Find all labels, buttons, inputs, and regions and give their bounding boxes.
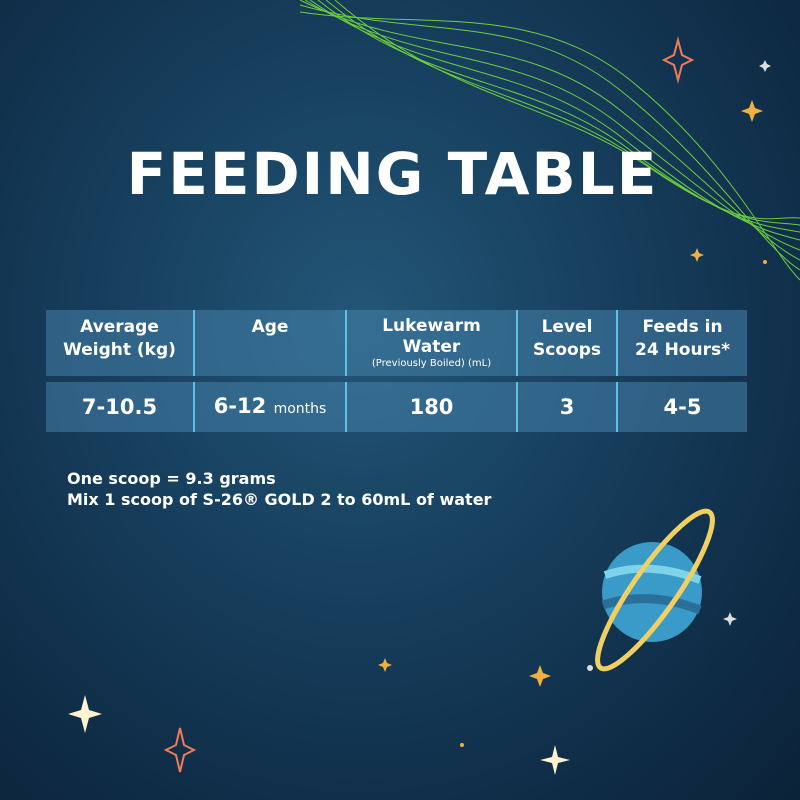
page-title: FEEDING TABLE: [126, 140, 659, 208]
age-value: 6-12: [213, 394, 267, 418]
table-row: 7-10.5 6-12 months 180 3 4-5: [46, 382, 747, 432]
header-text: Water: [402, 337, 461, 357]
header-scoops: Level Scoops: [518, 310, 618, 376]
green-wave-lines: [299, 0, 800, 281]
cell-weight: 7-10.5: [46, 382, 195, 432]
age-unit: months: [273, 401, 327, 417]
note-mix-instructions: Mix 1 scoop of S-26® GOLD 2 to 60mL of w…: [67, 490, 492, 509]
header-note: (Previously Boiled) (mL): [371, 358, 492, 369]
note-scoop-weight: One scoop = 9.3 grams: [67, 469, 276, 488]
cell-water: 180: [347, 382, 518, 432]
header-text: Lukewarm: [382, 316, 481, 336]
header-text: Scoops: [533, 340, 601, 360]
header-text: Level: [541, 317, 593, 337]
header-weight: Average Weight (kg): [46, 310, 195, 376]
header-feeds: Feeds in 24 Hours*: [618, 310, 747, 376]
table-header-row: Average Weight (kg) Age Lukewarm Water (…: [46, 310, 747, 376]
header-text: Weight (kg): [63, 340, 176, 360]
star-icons: [68, 36, 771, 775]
cell-age: 6-12 months: [195, 382, 347, 432]
notes: One scoop = 9.3 grams Mix 1 scoop of S-2…: [67, 468, 491, 510]
header-water: Lukewarm Water (Previously Boiled) (mL): [347, 310, 518, 376]
cell-scoops: 3: [518, 382, 618, 432]
planet-icon: [595, 508, 715, 672]
header-text: Average: [80, 317, 159, 337]
header-text: 24 Hours*: [635, 340, 730, 360]
feeding-table: Average Weight (kg) Age Lukewarm Water (…: [46, 310, 747, 432]
header-text: Feeds in: [642, 317, 723, 337]
header-age: Age: [195, 310, 347, 376]
cell-feeds: 4-5: [663, 395, 702, 419]
header-text: Age: [251, 317, 289, 337]
